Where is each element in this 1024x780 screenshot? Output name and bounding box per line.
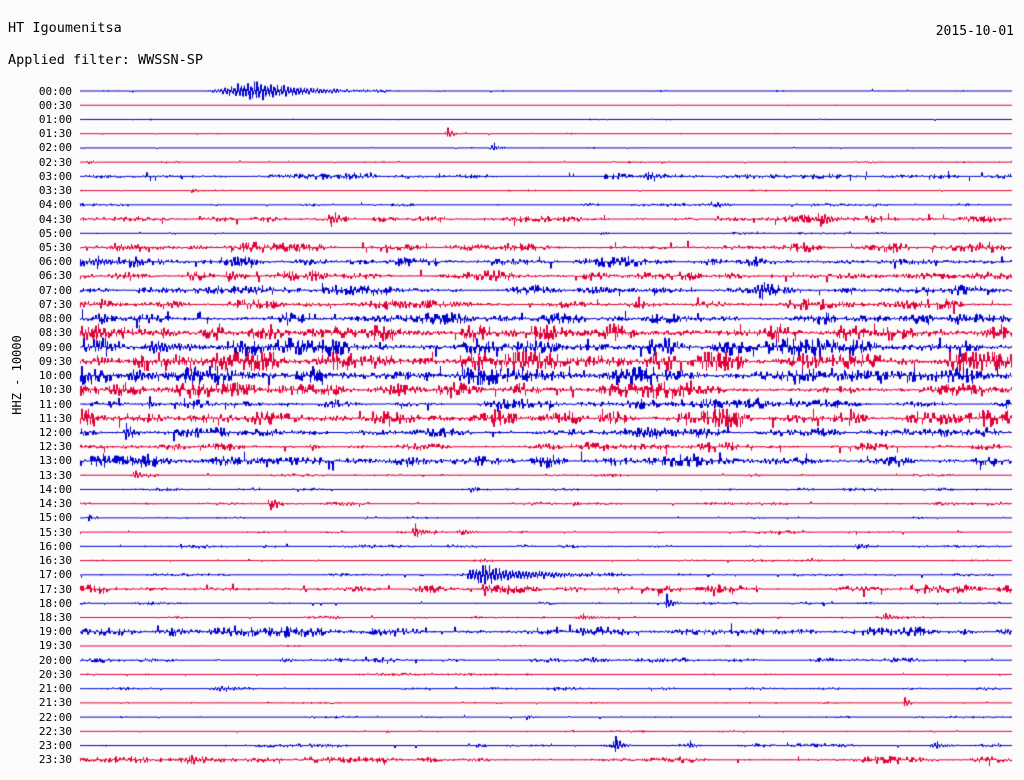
seismogram-trace-canvas — [0, 0, 1024, 780]
helicorder-page: HT Igoumenitsa Applied filter: WWSSN-SP … — [0, 0, 1024, 780]
